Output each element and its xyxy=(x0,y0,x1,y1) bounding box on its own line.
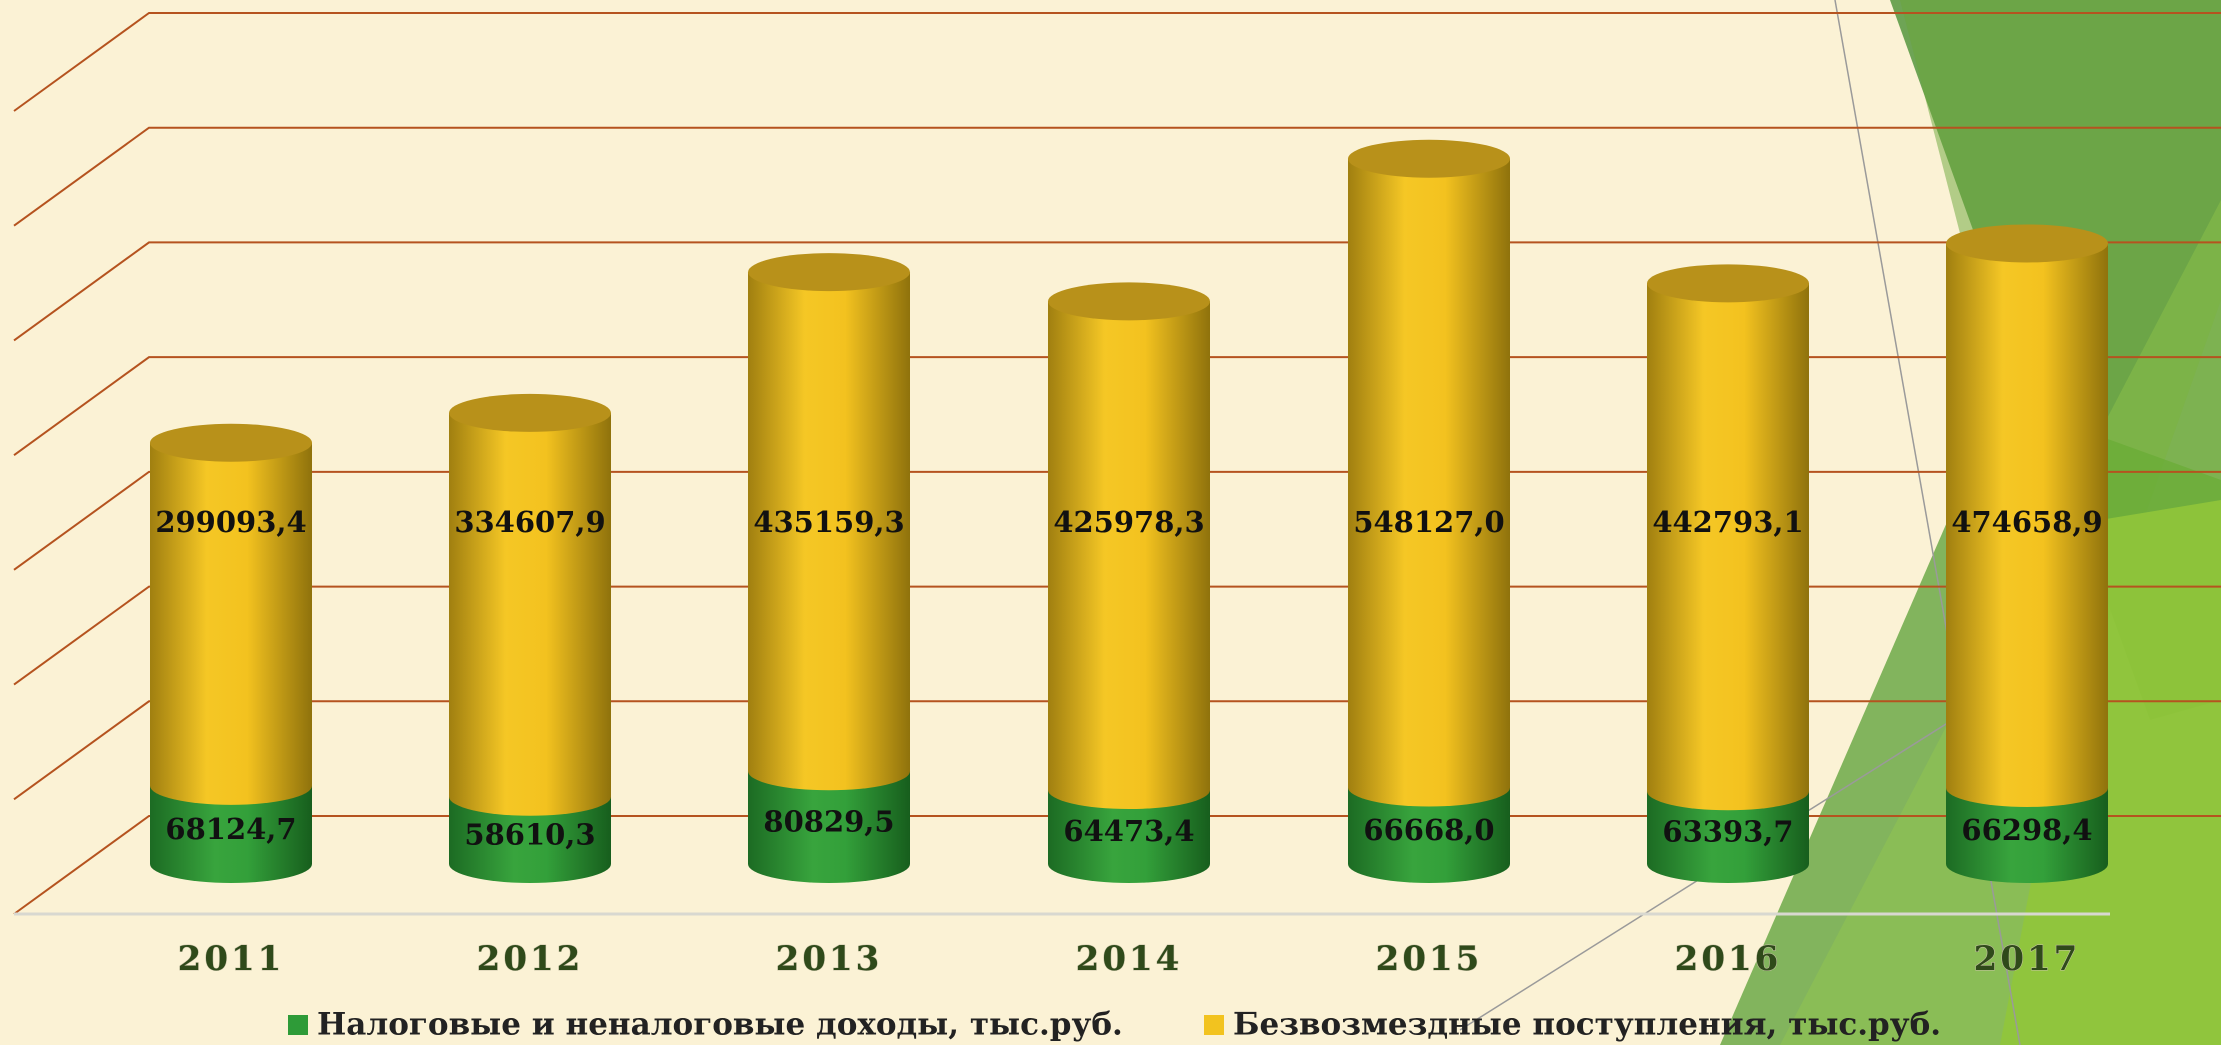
bar xyxy=(150,442,312,786)
value-label: 80829,5 xyxy=(763,805,894,839)
value-label: 442793,1 xyxy=(1652,505,1803,539)
grid-line xyxy=(13,470,2221,571)
bar xyxy=(449,412,611,797)
cylinder-top xyxy=(1348,139,1510,178)
x-tick-label: 2011 xyxy=(178,939,285,979)
cylinder-top xyxy=(449,393,611,432)
value-label: 63393,7 xyxy=(1662,815,1793,849)
legend-label: Безвозмездные поступления, тыс.руб. xyxy=(1233,1007,1941,1043)
bar xyxy=(1348,158,1510,788)
grid xyxy=(13,12,2221,915)
x-tick-label: 2013 xyxy=(776,939,883,979)
x-tick-label: 2017 xyxy=(1974,939,2081,979)
x-tick-label: 2014 xyxy=(1076,939,1183,979)
cylinder-top xyxy=(1946,224,2108,263)
grid-line xyxy=(13,700,2221,801)
bar xyxy=(1946,243,2108,788)
x-tick-label: 2012 xyxy=(477,939,584,979)
bar xyxy=(748,272,910,772)
value-label: 334607,9 xyxy=(454,505,605,539)
value-label: 299093,4 xyxy=(155,505,306,539)
x-tick-label: 2016 xyxy=(1675,939,1782,979)
grid-line xyxy=(13,12,2221,112)
cylinder-top xyxy=(1647,264,1809,303)
legend-label: Налоговые и неналоговые доходы, тыс.руб. xyxy=(317,1007,1123,1043)
value-label: 58610,3 xyxy=(464,817,595,851)
grid-line xyxy=(13,126,2221,227)
value-label: 66668,0 xyxy=(1363,813,1494,847)
grid-line xyxy=(13,356,2221,456)
cylinder-top xyxy=(748,253,910,292)
grid-line xyxy=(13,241,2221,342)
legend-swatch xyxy=(1204,1015,1224,1035)
value-label: 425978,3 xyxy=(1053,505,1204,539)
value-label: 435159,3 xyxy=(753,505,904,539)
bar xyxy=(1048,301,1210,791)
legend-swatch xyxy=(288,1015,308,1035)
grid-line xyxy=(13,585,2221,686)
bar xyxy=(1647,283,1809,792)
value-label: 68124,7 xyxy=(165,812,296,846)
legend: Налоговые и неналоговые доходы, тыс.руб.… xyxy=(288,1007,1941,1043)
x-tick-label: 2015 xyxy=(1376,939,1483,979)
cylinder-top xyxy=(1048,282,1210,321)
value-label: 548127,0 xyxy=(1353,505,1504,539)
cylinder-top xyxy=(150,423,312,462)
value-label: 64473,4 xyxy=(1063,814,1194,848)
bars: 68124,7 299093,4 2011 58610,3 334607,9 2012 80… xyxy=(150,139,2108,980)
grid-line xyxy=(13,815,2221,915)
value-label: 474658,9 xyxy=(1951,505,2102,539)
value-label: 66298,4 xyxy=(1961,813,2092,847)
